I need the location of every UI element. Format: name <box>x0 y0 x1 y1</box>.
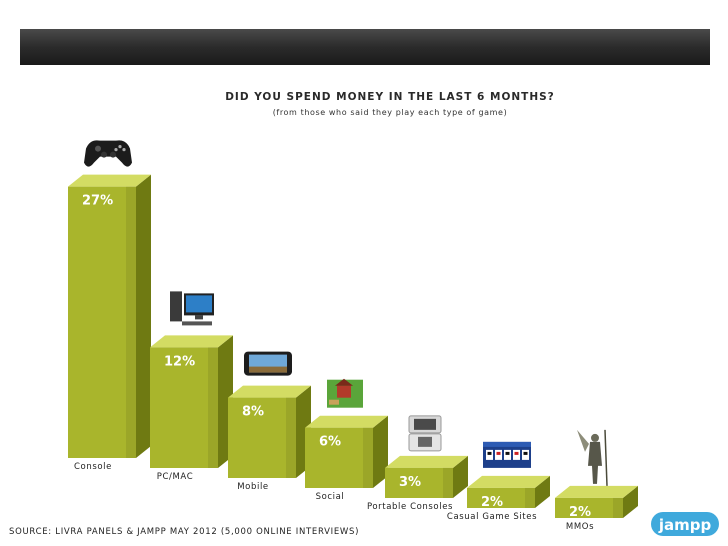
bar-top <box>467 475 550 488</box>
bar-top <box>68 174 151 187</box>
value-label: 12% <box>164 354 195 369</box>
category-label: MMOs <box>566 522 594 532</box>
bar-0: 27% Console <box>68 174 151 472</box>
chart-title: PURCHASES PER TYPE OF GAME <box>162 6 566 30</box>
bar-shade <box>208 347 218 468</box>
bar-shade <box>363 427 373 488</box>
bar-top <box>555 485 638 498</box>
value-label: 27% <box>82 194 113 209</box>
bar-top <box>228 385 311 398</box>
category-label: Mobile <box>237 482 268 492</box>
bar-2: 8% Mobile <box>228 385 311 492</box>
bar-top <box>150 335 233 348</box>
chart-note: (from those who said they play each type… <box>272 108 508 117</box>
fantasy-warrior-icon <box>577 429 608 486</box>
gamepad-icon <box>84 140 132 167</box>
bar-shade <box>286 397 296 478</box>
bar-side <box>623 485 638 518</box>
bar-shade <box>126 186 136 458</box>
value-label: 2% <box>481 495 503 510</box>
bar-1: 12% PC/MAC <box>150 335 233 482</box>
value-label: 6% <box>319 435 341 450</box>
bar-front <box>150 347 218 468</box>
source-note: SOURCE: LIVRA PANELS & JAMPP MAY 2012 (5… <box>9 527 360 537</box>
bar-front <box>305 427 373 488</box>
category-label: Portable Consoles <box>367 502 453 512</box>
bar-top <box>305 415 388 428</box>
bar-5: 2% Casual Game Sites <box>447 475 550 522</box>
category-label: PC/MAC <box>157 472 193 482</box>
bar-6: 2% MMOs <box>555 485 638 532</box>
bar-4: 3% Portable Consoles <box>367 455 468 512</box>
bar-front <box>467 487 535 508</box>
category-label: Console <box>74 462 112 472</box>
category-label: Casual Game Sites <box>447 512 537 522</box>
desktop-computer-icon <box>170 291 214 326</box>
bar-side <box>136 174 151 458</box>
bar-front <box>555 497 623 518</box>
jampp-logo: jampp <box>651 512 719 536</box>
bar-front <box>228 397 296 478</box>
card-game-icon <box>483 441 531 468</box>
category-label: Social <box>316 492 345 502</box>
bar-side <box>373 415 388 488</box>
title-bar <box>20 29 710 65</box>
bar-side <box>535 475 550 508</box>
value-label: 8% <box>242 405 264 420</box>
farm-game-icon <box>327 378 363 408</box>
value-label: 3% <box>399 475 421 490</box>
bar-front <box>385 467 453 498</box>
smartphone-icon <box>244 351 292 376</box>
logo-text: jampp <box>658 516 712 534</box>
bar-shade <box>613 497 623 518</box>
bar-side <box>453 455 468 498</box>
bar-shade <box>525 487 535 508</box>
value-label: 2% <box>569 505 591 520</box>
bar-top <box>385 455 468 468</box>
chart-subtitle: DID YOU SPEND MONEY IN THE LAST 6 MONTHS… <box>225 91 555 103</box>
handheld-console-icon <box>408 415 442 452</box>
bar-3: 6% Social <box>305 415 388 502</box>
bar-shade <box>443 467 453 498</box>
bar-front <box>68 186 136 458</box>
